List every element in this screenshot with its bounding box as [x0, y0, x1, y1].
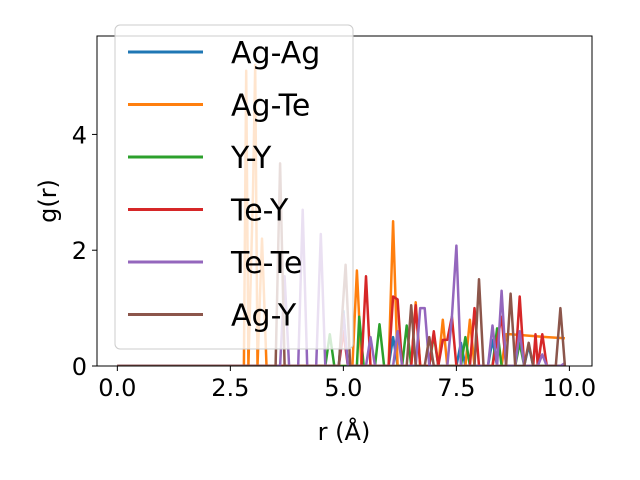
x-tick-label: 0.0 [98, 374, 136, 402]
x-axis: 0.0 2.5 5.0 7.5 10.0 [98, 366, 596, 402]
legend: Ag-Ag Ag-Te Y-Y Te-Y Te-Te Ag-Y [114, 24, 354, 350]
y-tick-label: 0 [72, 353, 87, 381]
x-axis-label: r (Å) [318, 417, 371, 446]
legend-label: Y-Y [230, 141, 272, 176]
series-line-te-te [117, 208, 566, 366]
x-tick-label: 2.5 [211, 374, 249, 402]
legend-label: Te-Y [230, 194, 289, 229]
y-axis-label: g(r) [34, 179, 62, 223]
legend-item-ag-ag: Ag-Ag [128, 36, 320, 71]
y-tick-label: 4 [72, 121, 87, 149]
legend-label: Te-Te [230, 246, 302, 281]
legend-item-ag-te: Ag-Te [128, 89, 310, 124]
legend-item-te-y: Te-Y [128, 194, 289, 229]
x-tick-label: 5.0 [324, 374, 362, 402]
y-axis: 0 2 4 [72, 121, 97, 381]
legend-item-te-te: Te-Te [128, 246, 302, 281]
legend-item-y-y: Y-Y [128, 141, 272, 176]
series-line-te-y [117, 275, 565, 366]
legend-label: Ag-Te [231, 89, 310, 124]
legend-label: Ag-Ag [231, 36, 320, 71]
series-line-y-y [117, 315, 565, 366]
x-tick-label: 10.0 [543, 374, 596, 402]
y-tick-label: 2 [72, 237, 87, 265]
series-line-ag-y [117, 162, 567, 366]
x-tick-label: 7.5 [437, 374, 475, 402]
legend-label: Ag-Y [231, 299, 297, 334]
legend-item-ag-y: Ag-Y [128, 299, 297, 334]
